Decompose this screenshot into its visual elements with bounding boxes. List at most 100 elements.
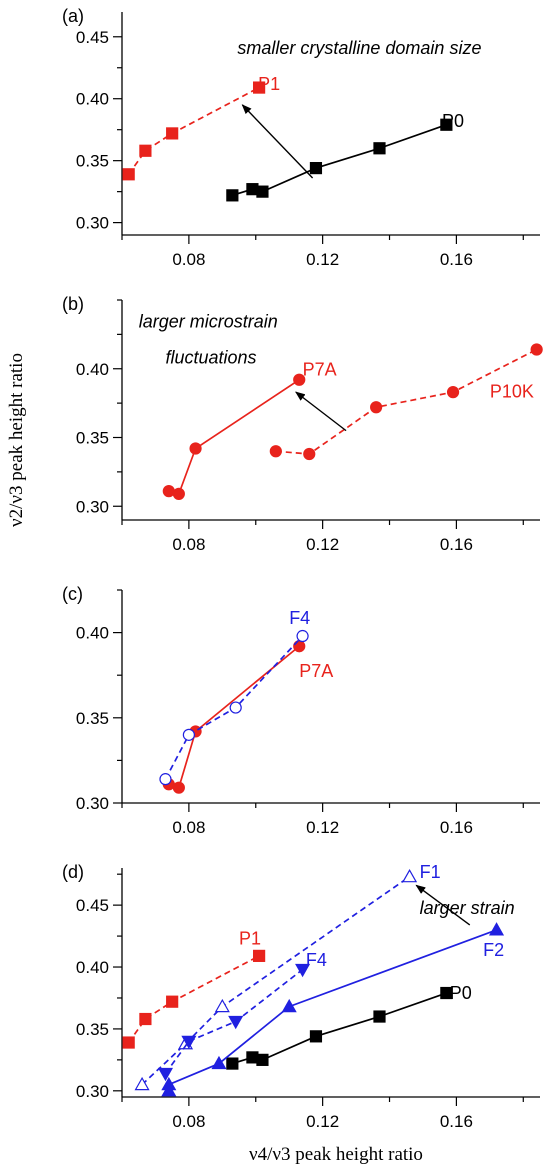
data-point (246, 1051, 259, 1064)
x-axis-label: ν4/ν3 peak height ratio (249, 1144, 423, 1165)
data-point (226, 189, 239, 202)
y-tick-label: 0.30 (76, 1082, 109, 1101)
annotation-arrow (295, 391, 347, 432)
data-point (446, 386, 460, 399)
series-line (141, 875, 411, 1086)
chart-panels: 0.30 0.35 0.40 0.45 0.08 0.12 0.16 (a) smaller c… (62, 6, 543, 1131)
chart-panel-b: 0.30 0.35 0.40 0.08 0.12 0.16 (b) larger micros… (62, 294, 543, 554)
x-tick-label: 0.08 (172, 535, 205, 554)
data-point (189, 442, 202, 455)
series-p7a (162, 373, 306, 500)
annotation-text: smaller crystalline domain size (237, 38, 481, 58)
panel-label: (d) (62, 862, 84, 882)
y-tick-label: 0.30 (76, 794, 109, 813)
y-tick-label: 0.40 (76, 624, 109, 643)
data-point (122, 168, 135, 181)
data-point (309, 1030, 323, 1043)
series-p7a (162, 640, 306, 794)
series-label: P10K (490, 382, 534, 402)
data-point (253, 949, 266, 962)
y-tick-label: 0.40 (76, 360, 109, 379)
data-point (181, 1035, 197, 1050)
series-label: P7A (299, 661, 333, 681)
x-tick-label: 0.16 (440, 1112, 473, 1131)
chart-panel-d: 0.30 0.35 0.40 0.45 0.08 0.12 0.16 (d) F1 larger … (62, 862, 540, 1131)
y-tick-label: 0.30 (76, 497, 109, 516)
series-label: P1 (258, 74, 280, 94)
x-tick-label: 0.08 (172, 250, 205, 269)
series-line (232, 123, 447, 197)
data-point (122, 1036, 135, 1049)
y-tick-label: 0.35 (76, 152, 109, 171)
data-point (281, 998, 297, 1013)
y-tick-label: 0.30 (76, 214, 109, 233)
y-tick-label: 0.35 (76, 1020, 109, 1039)
data-point (157, 1067, 174, 1082)
data-point (440, 118, 453, 131)
data-point (211, 1055, 227, 1070)
data-point (256, 1053, 269, 1066)
data-point (139, 1012, 152, 1026)
series-p1 (122, 949, 266, 1049)
data-point (309, 162, 323, 175)
data-point (172, 781, 185, 794)
data-point (166, 127, 179, 140)
series-label: P1 (239, 929, 261, 949)
annotation-arrow (241, 104, 314, 179)
series-p0 (226, 118, 453, 202)
data-point (228, 1015, 244, 1030)
data-point (373, 1010, 386, 1023)
chart-panel-c: 0.30 0.35 0.40 0.08 0.12 0.16 (c) F4 P7A (62, 584, 540, 837)
annotation-text: larger strain (420, 898, 515, 918)
panel-label: (b) (62, 294, 84, 314)
data-point (293, 640, 306, 653)
data-point (293, 373, 306, 386)
y-tick-label: 0.40 (76, 958, 109, 977)
data-point (402, 868, 418, 883)
x-tick-label: 0.08 (172, 818, 205, 837)
data-point (246, 183, 259, 196)
x-tick-label: 0.12 (306, 535, 339, 554)
y-tick-label: 0.45 (76, 896, 109, 915)
data-point (139, 144, 152, 157)
panel-label: (a) (62, 6, 84, 26)
data-point (256, 185, 269, 198)
series-line (168, 379, 300, 495)
data-point (134, 1076, 150, 1091)
y-tick-label: 0.35 (76, 429, 109, 448)
y-axis-label: ν2/ν3 peak height ratio (6, 353, 27, 527)
annotation-text: fluctuations (165, 347, 256, 367)
data-point (161, 1076, 177, 1091)
series-label: P0 (450, 983, 472, 1003)
series-line (164, 635, 304, 780)
data-point (182, 728, 195, 741)
series-line (232, 992, 447, 1065)
annotation-arrow (415, 884, 471, 926)
data-point (370, 401, 383, 414)
series-line (127, 955, 260, 1044)
series-p1 (122, 81, 266, 181)
data-point (295, 963, 311, 978)
x-tick-label: 0.12 (306, 1112, 339, 1131)
panel-label: (c) (62, 584, 83, 604)
x-tick-label: 0.12 (306, 250, 339, 269)
data-point (488, 922, 505, 936)
data-point (214, 998, 230, 1013)
data-point (253, 81, 266, 94)
data-point (229, 701, 242, 714)
series-label: P7A (303, 360, 337, 380)
x-tick-label: 0.16 (440, 250, 473, 269)
series-line (168, 645, 300, 789)
x-tick-label: 0.08 (172, 1112, 205, 1131)
series-label: F4 (289, 608, 310, 628)
series-f4 (157, 963, 311, 1082)
annotation-text: larger microstrain (139, 312, 278, 332)
data-point (269, 445, 282, 458)
series-p10k (269, 343, 543, 461)
data-point (530, 343, 543, 356)
y-tick-label: 0.45 (76, 28, 109, 47)
data-point (373, 142, 386, 155)
data-point (159, 773, 172, 786)
series-f2 (161, 922, 505, 1097)
y-tick-label: 0.35 (76, 709, 109, 728)
